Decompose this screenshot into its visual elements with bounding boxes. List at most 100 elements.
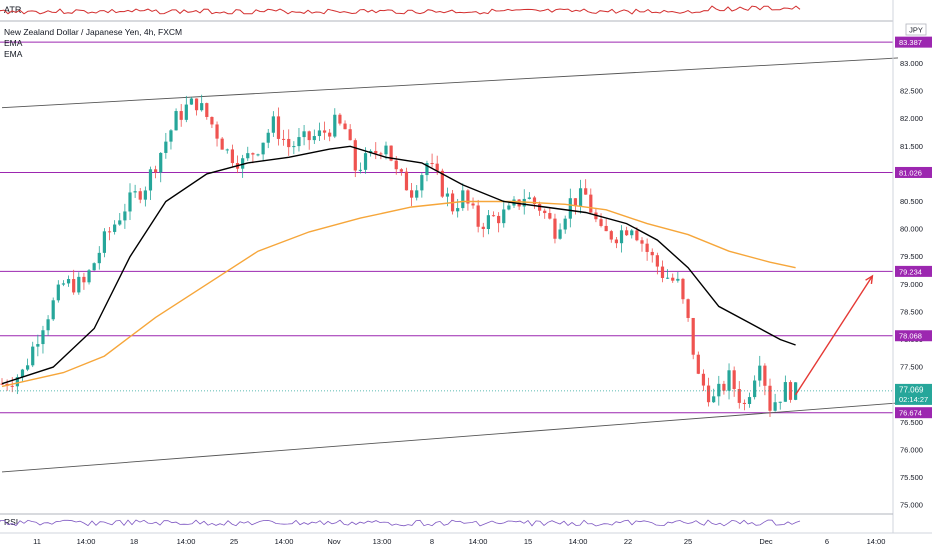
candle[interactable] [701, 369, 706, 392]
candle[interactable] [312, 129, 316, 144]
candle[interactable] [404, 167, 409, 191]
candle[interactable] [609, 229, 613, 243]
candle[interactable] [604, 218, 608, 232]
candle[interactable] [650, 248, 654, 263]
candle[interactable] [486, 209, 490, 235]
candle[interactable] [287, 129, 291, 156]
candle[interactable] [763, 363, 767, 396]
candle[interactable] [712, 388, 716, 404]
candle[interactable] [154, 165, 158, 179]
candle[interactable] [348, 124, 352, 141]
candle[interactable] [543, 208, 547, 219]
candle[interactable] [558, 223, 562, 240]
candle[interactable] [691, 317, 695, 360]
candle[interactable] [317, 122, 322, 142]
candle[interactable] [123, 203, 127, 229]
candle[interactable] [497, 212, 501, 233]
candle[interactable] [630, 228, 634, 239]
candle[interactable] [46, 315, 50, 336]
candle[interactable] [133, 184, 137, 198]
candle[interactable] [527, 192, 531, 200]
candle[interactable] [271, 111, 275, 137]
candle[interactable] [338, 113, 342, 126]
candle[interactable] [107, 226, 112, 241]
candle[interactable] [251, 152, 255, 164]
candle[interactable] [215, 121, 219, 147]
candle[interactable] [169, 129, 173, 150]
candle[interactable] [97, 246, 101, 270]
candle[interactable] [138, 187, 142, 204]
candle[interactable] [666, 269, 670, 280]
candle[interactable] [589, 188, 593, 214]
candle[interactable] [758, 355, 762, 387]
candle[interactable] [430, 153, 434, 168]
candle[interactable] [328, 128, 332, 142]
candle[interactable] [220, 136, 224, 150]
candle[interactable] [538, 201, 542, 216]
candle[interactable] [297, 127, 301, 152]
time-axis[interactable]: 11 14:00 18 14:00 25 14:00 Nov 13:00 8 14:00 15 14:… [33, 537, 885, 546]
candle[interactable] [727, 363, 731, 400]
candle[interactable] [143, 186, 147, 207]
candle[interactable] [210, 116, 214, 128]
candle[interactable] [302, 125, 306, 146]
candle[interactable] [282, 129, 286, 146]
candle[interactable] [686, 298, 690, 322]
candle[interactable] [241, 154, 245, 178]
candle[interactable] [128, 183, 132, 221]
candle[interactable] [184, 95, 188, 123]
candle[interactable] [660, 260, 665, 283]
channel-lower-line[interactable] [1, 402, 899, 473]
candle[interactable] [737, 381, 741, 409]
candle[interactable] [619, 225, 624, 253]
candle[interactable] [696, 351, 700, 375]
candle[interactable] [92, 262, 96, 271]
candle[interactable] [189, 96, 194, 105]
candle[interactable] [174, 108, 178, 131]
candle[interactable] [563, 215, 567, 234]
candle[interactable] [164, 132, 168, 159]
candle[interactable] [343, 120, 347, 130]
candle[interactable] [31, 341, 35, 368]
candle[interactable] [778, 401, 782, 410]
candle[interactable] [502, 200, 506, 228]
candle[interactable] [77, 272, 81, 295]
candle[interactable] [225, 148, 229, 154]
candle[interactable] [461, 183, 465, 211]
candle[interactable] [722, 380, 726, 395]
candle[interactable] [491, 211, 496, 217]
candle[interactable] [159, 152, 163, 183]
candle[interactable] [51, 297, 55, 321]
candle[interactable] [307, 130, 311, 150]
candle[interactable] [200, 94, 204, 112]
candle[interactable] [148, 166, 153, 200]
ema-indicator-label-2[interactable]: EMA [4, 49, 23, 59]
candle[interactable] [72, 269, 76, 295]
candle[interactable] [773, 393, 777, 412]
candle[interactable] [420, 172, 424, 198]
candle[interactable] [261, 142, 265, 161]
candle[interactable] [102, 228, 106, 258]
candle[interactable] [374, 142, 378, 160]
candle[interactable] [179, 104, 183, 127]
candle[interactable] [15, 374, 19, 395]
candle[interactable] [671, 273, 675, 283]
candle[interactable] [584, 179, 588, 195]
candle[interactable] [0, 378, 4, 385]
candle[interactable] [788, 380, 793, 403]
candle[interactable] [783, 375, 787, 402]
candle[interactable] [235, 155, 240, 174]
candle[interactable] [517, 199, 521, 210]
candle[interactable] [61, 280, 66, 287]
price-axis[interactable]: JPY 83.00082.50082.00081.50081.00080.500… [892, 0, 932, 533]
candle[interactable] [410, 183, 414, 207]
candle[interactable] [732, 366, 736, 397]
candle[interactable] [87, 268, 91, 285]
candle[interactable] [625, 226, 629, 237]
candle[interactable] [246, 146, 250, 161]
candle[interactable] [578, 179, 583, 214]
candle[interactable] [476, 199, 480, 233]
candle[interactable] [20, 368, 25, 383]
candle[interactable] [553, 213, 557, 244]
